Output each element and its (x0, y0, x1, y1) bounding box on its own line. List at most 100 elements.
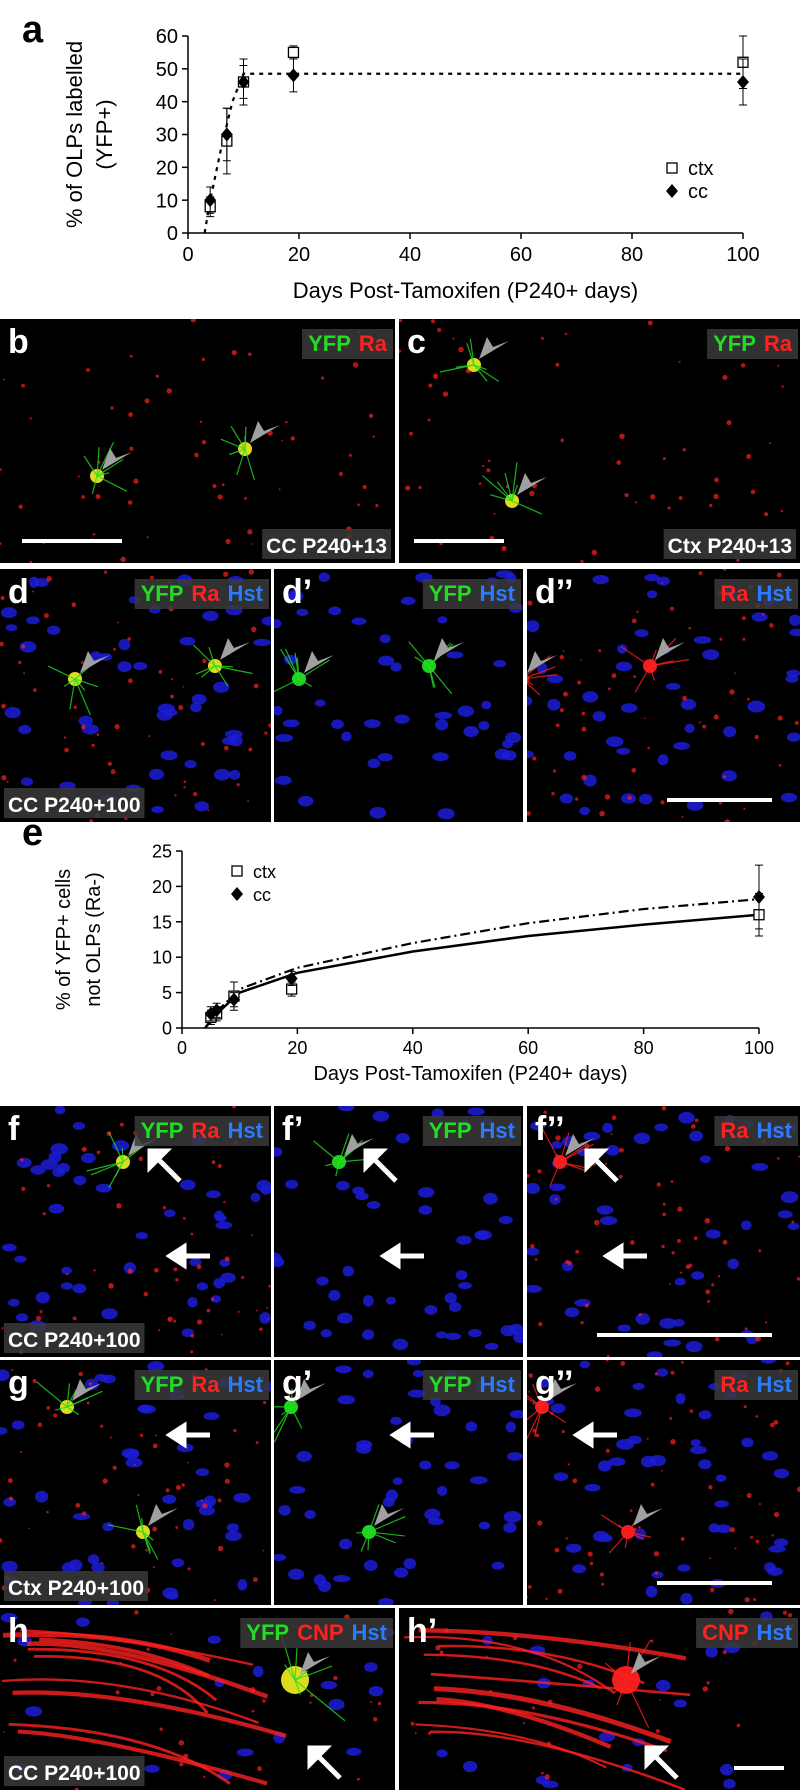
cell-process (473, 364, 488, 382)
red-speck (755, 737, 758, 739)
nucleus (117, 661, 132, 673)
gray-arrowhead (148, 1504, 178, 1526)
nucleus (274, 618, 282, 629)
red-speck (591, 549, 598, 556)
caption-background (4, 1756, 145, 1786)
red-speck (112, 1465, 117, 1470)
cell-process (294, 1679, 346, 1722)
nucleus (225, 1530, 242, 1541)
red-speck (217, 1545, 224, 1552)
channel-legend: Hst YFP (422, 1370, 521, 1400)
cell-process (527, 673, 558, 679)
nucleus (655, 1680, 671, 1692)
red-speck (534, 1258, 538, 1261)
red-speck (780, 509, 784, 513)
red-speck (559, 708, 564, 713)
nucleus (379, 634, 391, 644)
white-arrow (307, 1745, 342, 1780)
caption: Ctx P240+13 (668, 535, 792, 558)
channel-legend-background (240, 1618, 393, 1648)
red-speck (1, 775, 7, 781)
channel-label: Hst (480, 581, 516, 606)
micrograph-panel: f Hst Ra YFP CC P240+100 (0, 1106, 271, 1357)
nucleus (68, 1559, 83, 1572)
red-speck (109, 1436, 112, 1439)
cell-process (201, 665, 216, 678)
nucleus (54, 1106, 66, 1115)
panel-label: f (8, 1110, 20, 1148)
red-speck (493, 512, 496, 515)
cell-process (428, 665, 453, 695)
nucleus (390, 1416, 402, 1426)
red-speck (607, 687, 611, 691)
x-tick-label: 40 (403, 1038, 423, 1058)
gray-arrowhead (479, 337, 509, 359)
gray-arrowhead (80, 651, 110, 673)
red-speck (95, 493, 101, 500)
red-speck (399, 349, 402, 353)
nucleus (549, 1183, 566, 1191)
red-speck (643, 717, 646, 720)
red-speck (527, 811, 531, 816)
cell-process (439, 364, 475, 373)
cell-process (208, 646, 216, 667)
red-speck (251, 626, 257, 633)
nucleus (367, 758, 381, 769)
red-speck (654, 1571, 659, 1575)
red-speck (544, 1774, 550, 1780)
cell-process (36, 1381, 68, 1408)
red-speck (527, 1585, 532, 1589)
cell-process (287, 1386, 292, 1408)
cell-process (63, 678, 76, 688)
channel-label: Hst (757, 1372, 793, 1397)
red-speck (458, 346, 464, 353)
nucleus (14, 1255, 27, 1263)
nucleus (715, 1474, 727, 1482)
red-speck (797, 1155, 800, 1158)
red-speck (63, 736, 67, 739)
gray-arrowhead (250, 421, 280, 443)
red-speck (368, 413, 374, 419)
channel-label: YFP (713, 331, 756, 356)
red-speck (702, 724, 707, 729)
nucleus (785, 674, 799, 683)
red-speck (148, 735, 151, 738)
nucleus (455, 1270, 468, 1280)
red-speck (604, 1162, 608, 1166)
channel-legend: Ra YFP (302, 329, 393, 359)
nucleus (493, 660, 507, 668)
panel-label: d (8, 573, 29, 611)
nucleus (657, 754, 669, 766)
nucleus (418, 1205, 433, 1215)
red-speck (562, 691, 569, 697)
nucleus (102, 1522, 115, 1532)
cell-process (135, 1504, 144, 1533)
red-speck (102, 1478, 108, 1484)
nucleus (412, 1369, 424, 1378)
nucleus (654, 1123, 669, 1132)
red-speck (23, 672, 26, 675)
nucleus (663, 1339, 682, 1347)
nucleus (434, 711, 453, 720)
red-speck (1, 1327, 4, 1330)
nucleus (1, 1243, 17, 1252)
red-speck (631, 767, 637, 773)
red-speck (555, 1135, 561, 1141)
red-speck (709, 1587, 715, 1593)
micrograph-image (0, 1610, 395, 1790)
nucleus (395, 1132, 410, 1144)
red-speck (627, 795, 632, 801)
nucleus (190, 702, 203, 713)
red-speck (75, 1502, 81, 1508)
nucleus (1, 1560, 18, 1573)
nucleus (94, 1373, 108, 1382)
nucleus (592, 711, 606, 722)
nucleus (572, 1564, 587, 1574)
nucleus (392, 1338, 409, 1351)
nucleus (693, 636, 712, 644)
nucleus (253, 638, 271, 647)
nucleus (15, 1313, 29, 1322)
panel-label: f’ (282, 1110, 303, 1148)
nucleus (727, 1258, 739, 1270)
